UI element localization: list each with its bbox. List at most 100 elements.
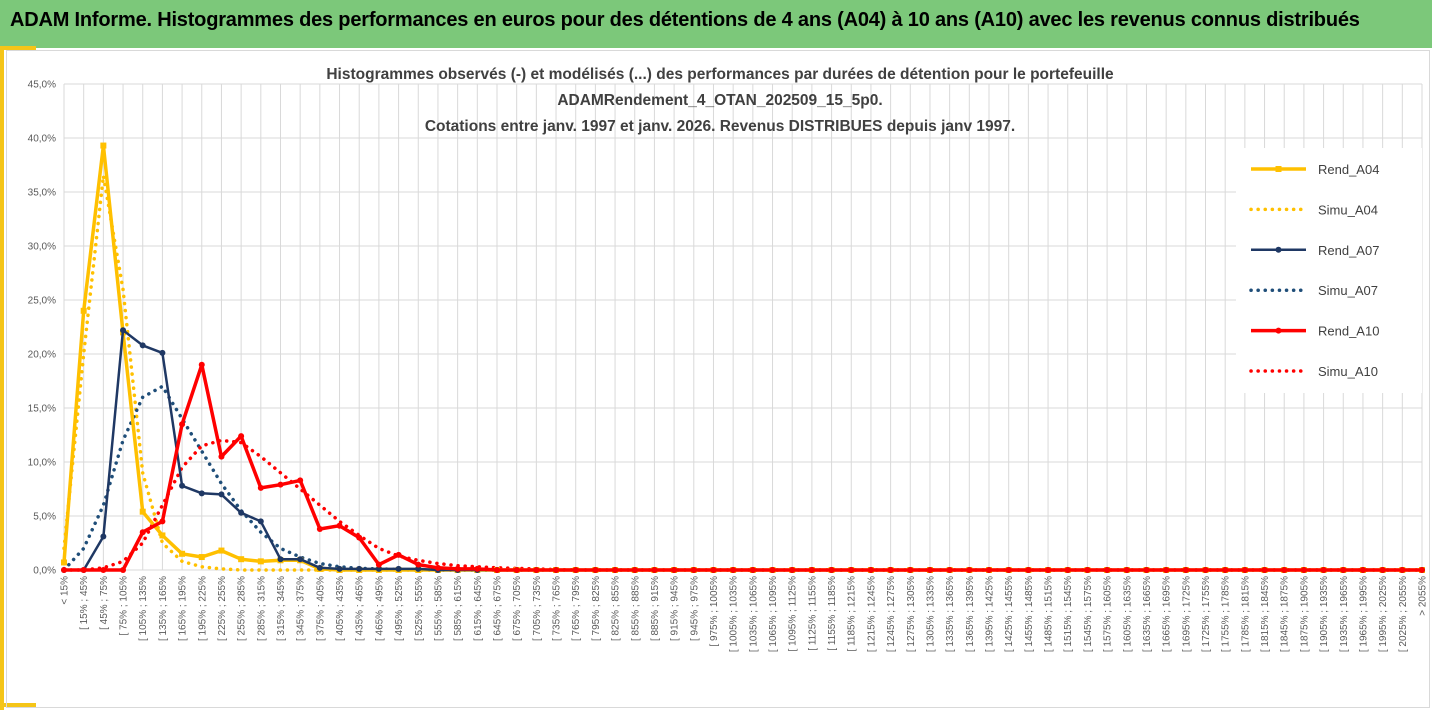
data-point: [238, 433, 245, 440]
legend-marker: [1275, 246, 1282, 253]
data-point: [848, 567, 855, 573]
x-tick-label: [ 495% ; 525%: [394, 576, 405, 641]
data-point: [179, 421, 186, 428]
chart-frame: [6, 50, 1430, 708]
x-tick-label: [ 285% ; 315%: [256, 576, 267, 641]
data-point: [120, 327, 127, 334]
data-point: [1300, 567, 1307, 573]
x-tick-label: [ 765% ; 795%: [571, 576, 582, 641]
data-point: [1241, 567, 1248, 573]
data-point: [297, 556, 304, 563]
data-point: [1419, 567, 1425, 573]
data-point: [218, 491, 225, 498]
x-tick-label: [ 675% ; 705%: [512, 576, 523, 641]
data-point: [238, 556, 245, 563]
data-point: [1005, 567, 1012, 573]
x-tick-label: [ 1245% ; 1275%: [886, 576, 897, 652]
data-point: [159, 518, 166, 525]
x-tick-label: [ 315% ; 345%: [276, 576, 287, 641]
x-tick-label: [ 195% ; 225%: [197, 576, 208, 641]
y-tick-label: 30,0%: [28, 242, 56, 253]
x-axis-ticks: < 15% [ 15% ; 45% [ 45% ; 75% [ 75% ; 105% […: [60, 576, 1429, 652]
data-point: [454, 565, 461, 572]
chart-title-line-1: Histogrammes observés (-) et modélisés (…: [326, 66, 1114, 83]
x-tick-label: [ 795% ; 825%: [591, 576, 602, 641]
y-tick-label: 20,0%: [28, 350, 56, 361]
data-point: [710, 567, 717, 573]
data-point: [1104, 567, 1111, 573]
legend: Rend_A04 Simu_A04 Rend_A07 Simu_A07 Rend_A10…: [1236, 148, 1422, 393]
data-point: [1399, 567, 1406, 573]
data-point: [1025, 567, 1032, 573]
data-point: [789, 567, 796, 573]
x-tick-label: [ 15% ; 45%: [79, 576, 90, 630]
x-tick-label: [ 555% ; 585%: [433, 576, 444, 641]
x-tick-label: [ 525% ; 555%: [414, 576, 425, 641]
legend-marker: [1275, 327, 1282, 334]
data-point: [336, 522, 343, 529]
data-point: [749, 567, 756, 573]
y-axis-ticks: 0,0% 5,0% 10,0% 15,0% 20,0% 25,0% 30,0% 35,0% 40…: [28, 80, 56, 577]
data-point: [218, 547, 225, 554]
data-point: [1222, 567, 1229, 573]
page-title: ADAM Informe. Histogrammes des performan…: [10, 9, 1360, 31]
x-tick-label: [ 1995% ; 2025%: [1378, 576, 1389, 652]
data-point: [395, 551, 402, 558]
x-tick-label: [ 255% ; 285%: [237, 576, 248, 641]
data-point: [316, 525, 323, 532]
data-point: [61, 559, 67, 566]
x-tick-label: [ 1455% ; 1485%: [1024, 576, 1035, 652]
x-tick-label: [ 165% ; 195%: [178, 576, 189, 641]
data-point: [238, 509, 245, 516]
series-lines: [61, 142, 1425, 573]
chart-title: Histogrammes observés (-) et modélisés (…: [326, 66, 1114, 135]
x-tick-label: [ 615% ; 645%: [473, 576, 484, 641]
y-tick-label: 35,0%: [28, 188, 56, 199]
data-point: [533, 567, 540, 573]
data-point: [61, 567, 67, 573]
data-point: [1261, 567, 1268, 573]
data-point: [100, 567, 107, 573]
y-tick-label: 25,0%: [28, 296, 56, 307]
x-tick-label: [ 1815% ; 1845%: [1260, 576, 1271, 652]
data-point: [1359, 567, 1366, 573]
data-point: [651, 567, 658, 573]
x-tick-label: [ 2025% ; 2055%: [1398, 576, 1409, 652]
legend-label: Simu_A10: [1318, 364, 1378, 379]
data-point: [612, 567, 619, 573]
data-point: [297, 477, 304, 484]
y-tick-label: 45,0%: [28, 80, 56, 91]
legend-label: Rend_A07: [1318, 243, 1379, 258]
x-tick-label: [ 405% ; 435%: [335, 576, 346, 641]
x-tick-label: [ 735% ; 765%: [552, 576, 563, 641]
data-point: [671, 567, 678, 573]
y-tick-label: 40,0%: [28, 134, 56, 145]
x-tick-label: [ 1635% ; 1665%: [1142, 576, 1153, 652]
x-tick-label: [ 915% ; 945%: [670, 576, 681, 641]
data-point: [1202, 567, 1209, 573]
y-tick-label: 0,0%: [33, 566, 56, 577]
data-point: [257, 558, 264, 565]
data-point: [434, 564, 441, 571]
x-tick-label: [ 1335% ; 1365%: [945, 576, 956, 652]
x-tick-label: [ 1695% ; 1725%: [1181, 576, 1192, 652]
data-point: [257, 484, 264, 491]
x-tick-label: [ 585% ; 615%: [453, 576, 464, 641]
data-point: [690, 567, 697, 573]
data-point: [926, 567, 933, 573]
x-tick-label: [ 1065% ; 1095%: [768, 576, 779, 652]
data-point: [375, 561, 382, 568]
x-tick-label: [ 975% ; 1005%: [709, 576, 720, 647]
x-tick-label: [ 375% ; 405%: [315, 576, 326, 641]
data-point: [1064, 567, 1071, 573]
legend-marker: [1275, 166, 1282, 172]
data-point: [159, 532, 166, 539]
data-point: [415, 565, 422, 572]
data-point: [277, 481, 284, 488]
data-point: [513, 567, 520, 573]
data-point: [553, 567, 560, 573]
x-tick-label: [ 945% ; 975%: [689, 576, 700, 641]
legend-label: Rend_A10: [1318, 324, 1379, 339]
y-tick-label: 15,0%: [28, 404, 56, 415]
x-tick-label: [ 645% ; 675%: [492, 576, 503, 641]
